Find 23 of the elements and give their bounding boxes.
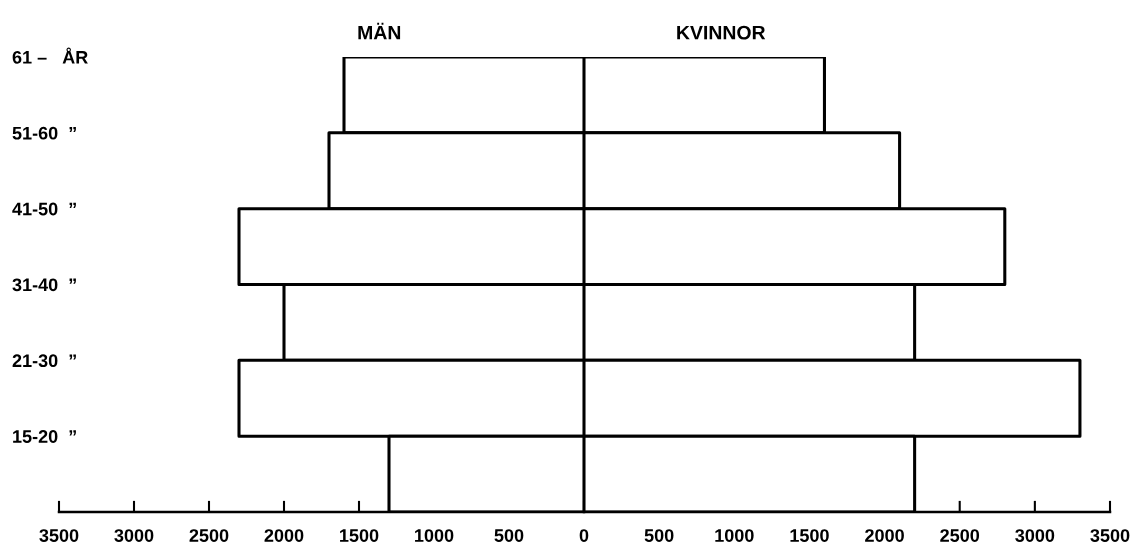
x-tick-label: 1500 [340,529,379,542]
x-tick-label: 3500 [1090,529,1130,542]
x-tick-label: 1000 [415,529,454,542]
x-tick-label: 2500 [189,529,229,542]
y-tick-label: 51-60 ” [12,126,76,140]
y-tick-label: 41-50 ” [12,202,76,216]
x-tick-label: 500 [494,529,524,542]
y-tick-label: 31-40 ” [12,278,76,292]
x-tick-label: 3500 [39,529,79,542]
x-tick-label: 2000 [264,529,304,542]
x-tick-label: 3000 [1015,529,1055,542]
chart-title: MÄN [358,22,401,40]
x-tick-label: 2000 [865,529,904,542]
y-tick-label: 21-30 ” [12,354,76,368]
x-tick-label: 0 [579,529,589,542]
x-tick-label: 500 [644,529,674,542]
y-tick-label: 15-20 ” [13,430,76,443]
x-tick-label: 1500 [790,529,829,542]
x-tick-label: 2500 [940,529,980,542]
x-tick-label: 3000 [114,529,154,542]
x-tick-label: 1000 [715,529,754,542]
chart-title: KVINNOR [677,25,766,40]
y-tick-label: 61 – ÅR [12,47,88,64]
